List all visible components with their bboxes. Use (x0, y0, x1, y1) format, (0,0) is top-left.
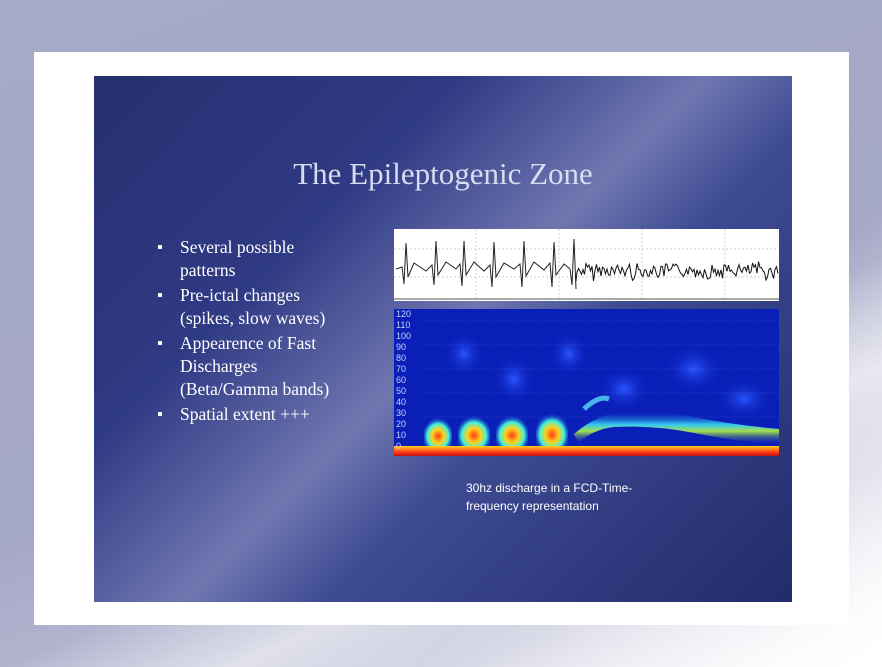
y-tick-label: 80 (396, 353, 407, 363)
bullet-icon (158, 245, 162, 249)
spectrogram-background-texture (444, 332, 772, 419)
bullet-list: Several possible patterns Pre-ictal chang… (150, 236, 390, 428)
y-tick-label: 20 (396, 419, 407, 429)
caption-line: 30hz discharge in a FCD-Time- (466, 481, 633, 495)
spectrogram-y-axis: 120 110 100 90 80 70 60 50 40 30 20 10 0 (394, 310, 424, 456)
bullet-line: Appearence of Fast (180, 333, 317, 353)
y-tick-label: 110 (396, 320, 411, 330)
bullet-item: Spatial extent +++ (150, 403, 390, 426)
y-tick-label: 50 (396, 386, 407, 396)
bullet-line: (spikes, slow waves) (180, 308, 326, 328)
y-tick-label: 30 (396, 408, 407, 418)
bullet-line: (Beta/Gamma bands) (180, 379, 330, 399)
bullet-icon (158, 412, 162, 416)
bullet-line: patterns (180, 260, 236, 280)
bullet-line: Discharges (180, 356, 258, 376)
y-tick-label: 10 (396, 430, 407, 440)
figure-caption: 30hz discharge in a FCD-Time- frequency … (466, 479, 726, 515)
bullet-icon (158, 293, 162, 297)
bullet-line: Pre-ictal changes (180, 285, 301, 305)
bullet-icon (158, 341, 162, 345)
bullet-item: Several possible patterns (150, 236, 390, 282)
y-tick-label: 60 (396, 375, 407, 385)
bullet-item: Appearence of Fast Discharges (Beta/Gamma … (150, 332, 390, 401)
bullet-item: Pre-ictal changes (spikes, slow waves) (150, 284, 390, 330)
y-tick-label: 0 (396, 441, 402, 451)
slide: The Epileptogenic Zone Several possible p… (94, 76, 792, 602)
spectrogram-svg (394, 320, 779, 456)
bullet-line: Spatial extent +++ (180, 404, 310, 424)
slide-title: The Epileptogenic Zone (293, 156, 593, 191)
y-tick-label: 40 (396, 397, 407, 407)
y-tick-label: 70 (396, 364, 407, 374)
eeg-trace-svg (394, 229, 779, 301)
spectrogram (394, 309, 779, 456)
y-tick-label: 120 (396, 309, 412, 319)
y-tick-label: 100 (396, 331, 412, 341)
y-tick-label: 90 (396, 342, 407, 352)
caption-line: frequency representation (466, 499, 599, 513)
bullet-line: Several possible (180, 237, 295, 257)
spike-bursts (424, 413, 568, 449)
low-frequency-band (394, 446, 779, 456)
fast-discharge-trace (575, 261, 779, 282)
eeg-trace (394, 229, 779, 301)
fast-discharge-band (574, 410, 779, 445)
